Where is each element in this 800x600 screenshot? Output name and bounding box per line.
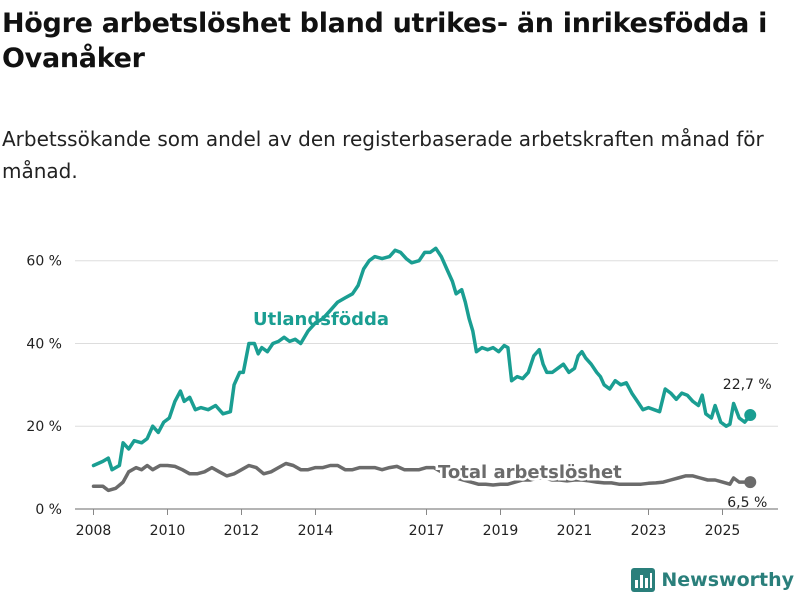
x-tick-label: 2025 [705, 523, 741, 539]
utlandsfodda-end-point [744, 409, 757, 422]
y-tick-label: 20 % [26, 419, 62, 435]
x-tick-label: 2010 [150, 523, 186, 539]
total-series-label: Total arbetslöshet [438, 462, 622, 483]
series-labels: 22,7 % 6,5 % Utlandsfödda Total arbetslöshe… [253, 309, 772, 511]
total-line [91, 461, 753, 493]
x-tick-label: 2023 [631, 523, 667, 539]
y-axis: 0 % 20 % 40 % 60 % [26, 254, 62, 518]
x-axis: 2008 2010 2012 2014 2017 2019 2021 2023 2025 [76, 509, 741, 539]
y-tick-label: 0 % [35, 502, 62, 518]
brand-name: Newsworthy [661, 569, 794, 591]
total-end-label: 6,5 % [727, 495, 767, 511]
bar-chart-logo-icon [631, 568, 656, 592]
line-chart: 0 % 20 % 40 % 60 % 2008 2010 2012 2014 2017 2019… [26, 246, 778, 539]
x-tick-label: 2021 [557, 523, 593, 539]
chart-title: Högre arbetslöshet bland utrikes- än inr… [2, 8, 768, 74]
utlandsfodda-series-label: Utlandsfödda [253, 309, 389, 330]
y-tick-label: 40 % [26, 336, 62, 352]
newsworthy-logo: Newsworthy [631, 568, 794, 592]
series-lines [91, 246, 757, 493]
x-tick-label: 2014 [298, 523, 334, 539]
x-tick-label: 2017 [409, 523, 445, 539]
chart-subtitle: Arbetssökande som andel av den registerb… [2, 127, 764, 183]
x-tick-label: 2012 [224, 523, 260, 539]
x-tick-label: 2008 [76, 523, 112, 539]
grid-lines [75, 260, 778, 510]
y-tick-label: 60 % [26, 254, 62, 270]
x-tick-label: 2019 [483, 523, 519, 539]
utlandsfodda-end-label: 22,7 % [723, 377, 772, 393]
total-end-point [744, 476, 757, 489]
utlandsfodda-line [91, 246, 753, 472]
